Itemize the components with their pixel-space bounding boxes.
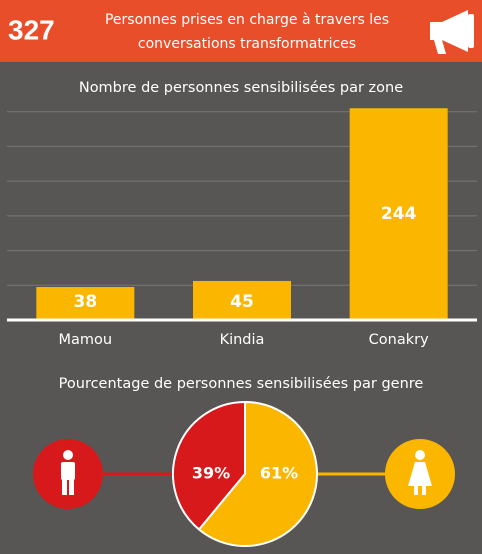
data-label: 244 (381, 204, 417, 224)
data-label: 45 (230, 292, 254, 312)
bar-chart-title: Nombre de personnes sensibilisées par zo… (79, 80, 403, 96)
header-number: 327 (8, 14, 55, 45)
x-tick-label: Conakry (369, 332, 429, 348)
header-text: Personnes prises en charge à travers les (105, 12, 389, 28)
bar (36, 287, 135, 320)
x-tick-label: Mamou (59, 332, 113, 348)
data-label: 39% (192, 464, 230, 483)
pie-slice (172, 400, 246, 531)
pie-chart-title: Pourcentage de personnes sensibilisées p… (59, 376, 424, 392)
megaphone-icon (430, 10, 474, 54)
x-tick-label: Kindia (220, 332, 265, 348)
male-icon (33, 439, 176, 509)
header-text: conversations transformatrices (138, 36, 356, 52)
data-label: 61% (260, 464, 298, 483)
pie-slice (197, 400, 318, 547)
header-band (0, 0, 482, 62)
bar (349, 108, 448, 320)
bar (193, 280, 291, 320)
data-label: 38 (73, 292, 97, 312)
female-icon (314, 439, 455, 509)
